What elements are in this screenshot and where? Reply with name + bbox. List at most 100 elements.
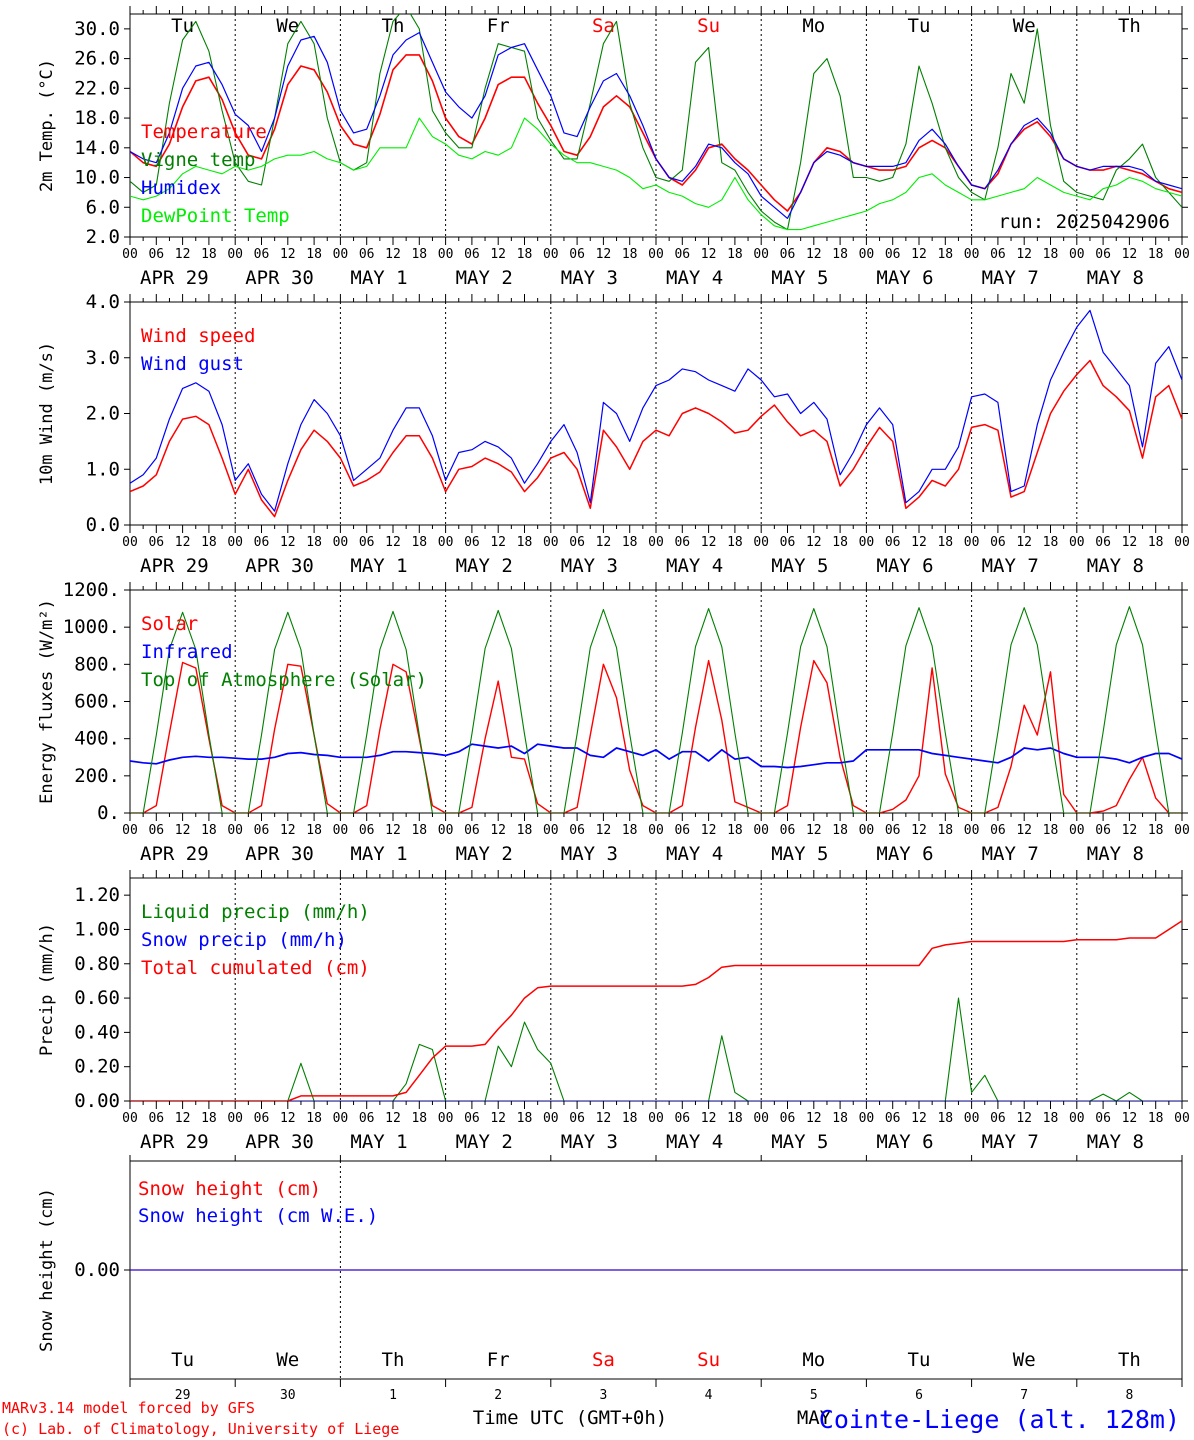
hour-tick-label: 06 (464, 1111, 480, 1126)
hour-tick-label: 00 (543, 1111, 559, 1126)
hour-tick-label: 18 (306, 247, 322, 262)
hour-tick-label: 00 (859, 247, 875, 262)
date-label: MAY 2 (456, 843, 513, 865)
y-tick-label: 6.0 (86, 196, 120, 218)
hour-tick-label: 00 (1174, 1111, 1190, 1126)
hour-tick-label: 12 (1016, 1111, 1032, 1126)
model-credit: MARv3.14 model forced by GFS (2, 1399, 255, 1417)
hour-tick-label: 18 (832, 823, 848, 838)
hour-tick-label: 06 (359, 823, 375, 838)
hour-tick-label: 12 (490, 1111, 506, 1126)
hour-tick-label: 00 (1069, 823, 1085, 838)
run-annotation: run: 2025042906 (998, 211, 1170, 233)
hour-tick-label: 00 (227, 823, 243, 838)
weekday-label: Tu (171, 15, 194, 37)
date-label: APR 29 (140, 267, 209, 289)
hour-tick-label: 06 (359, 247, 375, 262)
hour-tick-label: 06 (1095, 823, 1111, 838)
day-number-label: 2 (494, 1388, 502, 1403)
hour-tick-label: 06 (569, 535, 585, 550)
hour-tick-label: 06 (674, 823, 690, 838)
hour-tick-label: 12 (1122, 247, 1138, 262)
date-label: APR 29 (140, 843, 209, 865)
y-tick-label: 0.0 (86, 514, 120, 536)
y-tick-label: 26.0 (74, 48, 120, 70)
hour-tick-label: 00 (859, 535, 875, 550)
chart-panel-2: 0.0 1.0 2.0 3.0 4.0 10m Wind (m/s) 00 06 12 18 APR… (37, 291, 1190, 577)
hour-tick-label: 00 (753, 535, 769, 550)
hour-tick-label: 06 (780, 535, 796, 550)
date-label: MAY 4 (666, 267, 723, 289)
hour-tick-label: 18 (622, 247, 638, 262)
hour-tick-label: 12 (911, 823, 927, 838)
weekday-label: Fr (487, 15, 510, 37)
date-label: MAY 7 (982, 555, 1039, 577)
hour-tick-label: 00 (753, 1111, 769, 1126)
hour-tick-label: 00 (438, 1111, 454, 1126)
hour-tick-label: 12 (280, 1111, 296, 1126)
weekday-label: Mo (802, 1349, 825, 1371)
hour-tick-label: 18 (622, 1111, 638, 1126)
y-tick-label: 1000. (63, 616, 120, 638)
legend-entry: Humidex (141, 177, 221, 199)
hour-tick-label: 12 (1122, 823, 1138, 838)
hour-tick-label: 12 (1122, 1111, 1138, 1126)
y-tick-label: 3.0 (86, 347, 120, 369)
hour-tick-label: 00 (333, 535, 349, 550)
series-line-1 (130, 359, 1182, 518)
hour-tick-label: 18 (306, 823, 322, 838)
hour-tick-label: 00 (964, 535, 980, 550)
hour-tick-label: 12 (701, 823, 717, 838)
day-number-label: 6 (915, 1388, 923, 1403)
hour-tick-label: 06 (990, 1111, 1006, 1126)
hour-tick-label: 00 (543, 823, 559, 838)
date-label: APR 29 (140, 1131, 209, 1153)
date-label: MAY 5 (771, 555, 828, 577)
hour-tick-label: 00 (964, 247, 980, 262)
hour-tick-label: 18 (937, 1111, 953, 1126)
hour-tick-label: 06 (1095, 247, 1111, 262)
day-number-label: 29 (175, 1388, 191, 1403)
date-label: MAY 4 (666, 843, 723, 865)
hour-tick-label: 00 (964, 823, 980, 838)
hour-tick-label: 12 (490, 247, 506, 262)
hour-tick-label: 06 (1095, 1111, 1111, 1126)
hour-tick-label: 00 (648, 535, 664, 550)
date-label: MAY 6 (876, 843, 933, 865)
hour-tick-label: 00 (964, 1111, 980, 1126)
date-label: MAY 7 (982, 267, 1039, 289)
hour-tick-label: 06 (990, 535, 1006, 550)
hour-tick-label: 00 (122, 247, 138, 262)
hour-tick-label: 12 (596, 535, 612, 550)
hour-tick-label: 00 (1174, 823, 1190, 838)
hour-tick-label: 12 (806, 535, 822, 550)
hour-tick-label: 06 (254, 535, 270, 550)
series-line-4 (130, 117, 1182, 231)
legend-entry: Snow height (cm W.E.) (138, 1205, 378, 1227)
y-tick-label: 400. (74, 728, 120, 750)
hour-tick-label: 00 (438, 535, 454, 550)
legend-entry: Solar (141, 613, 198, 635)
hour-tick-label: 06 (359, 535, 375, 550)
hour-tick-label: 12 (175, 1111, 191, 1126)
date-label: APR 30 (245, 843, 314, 865)
hour-tick-label: 18 (727, 1111, 743, 1126)
hour-tick-label: 06 (464, 535, 480, 550)
day-number-label: 8 (1125, 1388, 1133, 1403)
weekday-label: We (276, 1349, 299, 1371)
weekday-label: Th (382, 15, 405, 37)
hour-tick-label: 00 (648, 1111, 664, 1126)
y-tick-label: 800. (74, 653, 120, 675)
date-label: MAY 2 (456, 1131, 513, 1153)
hour-tick-label: 00 (1174, 247, 1190, 262)
hour-tick-label: 06 (254, 823, 270, 838)
date-label: MAY 1 (350, 843, 407, 865)
hour-tick-label: 18 (517, 1111, 533, 1126)
y-tick-label: 0. (97, 802, 120, 824)
y-tick-label: 2.0 (86, 226, 120, 248)
date-label: MAY 6 (876, 555, 933, 577)
hour-tick-label: 18 (411, 1111, 427, 1126)
y-tick-label: 0.00 (74, 1090, 120, 1112)
hour-tick-label: 00 (333, 823, 349, 838)
hour-tick-label: 12 (911, 535, 927, 550)
